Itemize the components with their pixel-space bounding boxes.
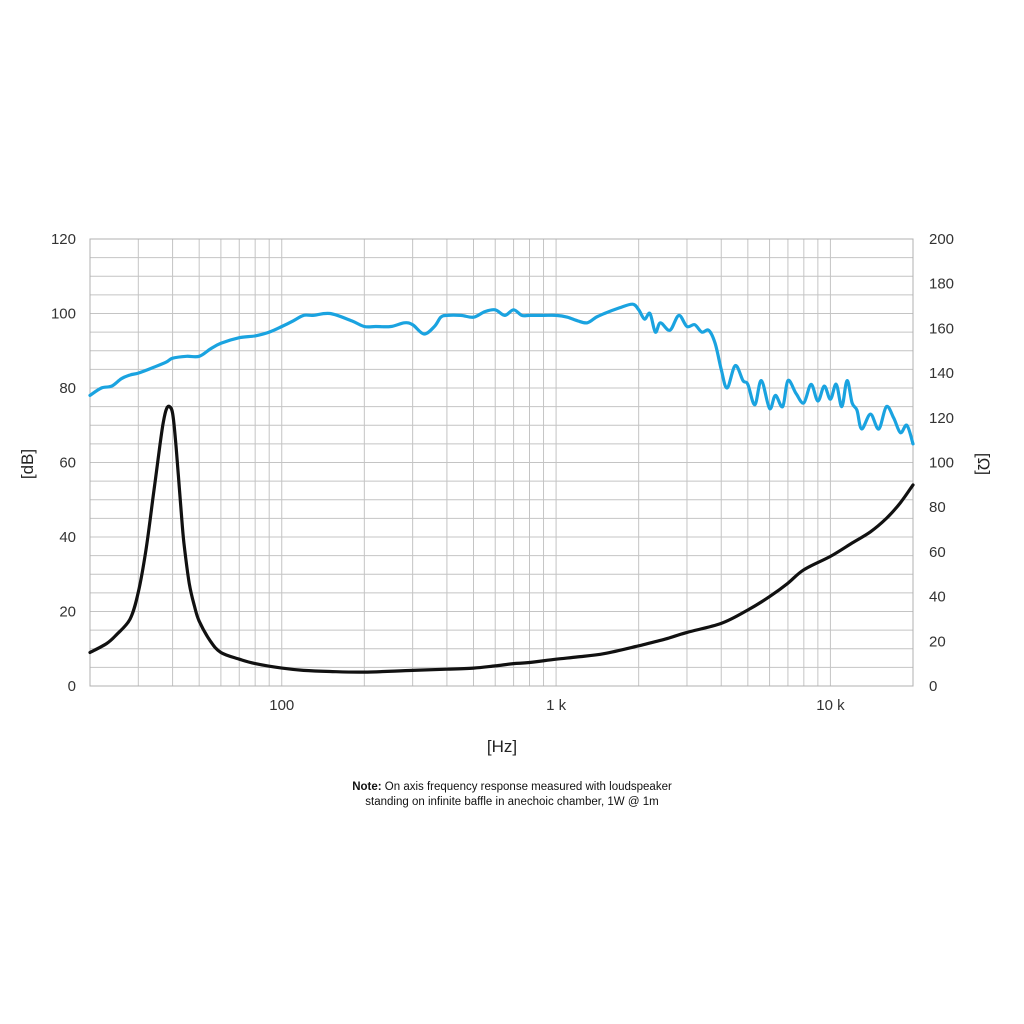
y-tick-right: 120 — [929, 410, 954, 427]
y-tick-right: 200 — [929, 231, 954, 248]
y-axis-right-title: [Ω] — [974, 453, 993, 475]
y-tick-left: 20 — [59, 604, 76, 621]
y-tick-right: 60 — [929, 544, 946, 561]
x-tick: 100 — [269, 697, 294, 714]
grid — [89, 238, 914, 687]
spl-curve — [88, 302, 915, 446]
curves — [88, 302, 915, 674]
y-tick-right: 40 — [929, 589, 946, 606]
y-tick-left: 0 — [68, 678, 76, 695]
y-tick-left: 80 — [59, 380, 76, 397]
note-label: Note: — [352, 781, 382, 793]
y-tick-right: 160 — [929, 320, 954, 337]
y-axis-left-title: [dB] — [18, 449, 37, 479]
x-tick: 10 k — [816, 697, 845, 714]
y-tick-right: 140 — [929, 365, 954, 382]
x-tick: 1 k — [546, 697, 567, 714]
y-tick-left: 120 — [51, 231, 76, 248]
y-tick-right: 180 — [929, 276, 954, 293]
y-tick-right: 100 — [929, 455, 954, 472]
note-line-1: On axis frequency response measured with… — [384, 781, 672, 793]
tick-labels: 0 20 40 60 80 100 120 0 20 40 60 80 100 120 140 160 180 2… — [51, 231, 954, 714]
y-tick-left: 40 — [59, 529, 76, 546]
y-tick-right: 0 — [929, 678, 937, 695]
y-tick-left: 60 — [59, 455, 76, 472]
impedance-curve — [88, 404, 915, 674]
y-tick-left: 100 — [51, 306, 76, 323]
y-tick-right: 80 — [929, 499, 946, 516]
plot-frame — [89, 238, 914, 687]
chart-note: Note: On axis frequency response measure… — [0, 780, 1024, 810]
y-tick-right: 20 — [929, 633, 946, 650]
note-line-2: standing on infinite baffle in anechoic … — [365, 796, 659, 808]
x-axis-title: [Hz] — [487, 737, 517, 756]
